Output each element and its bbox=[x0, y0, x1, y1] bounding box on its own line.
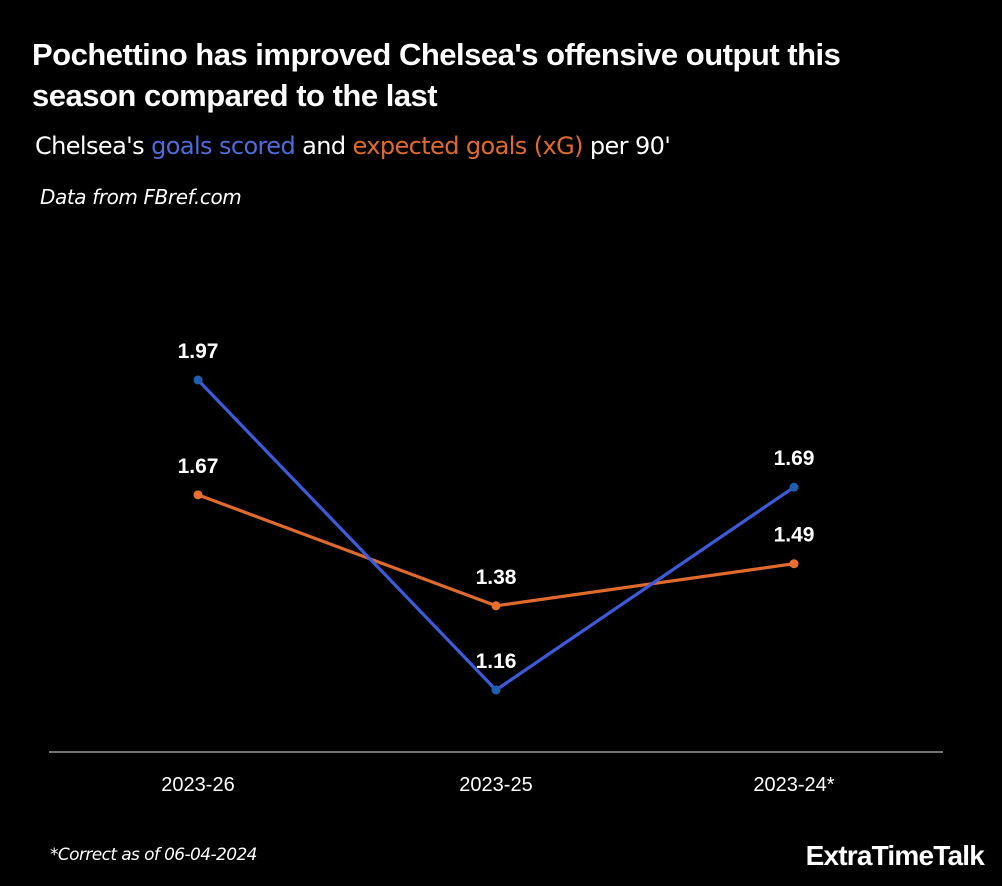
data-label: 1.97 bbox=[178, 340, 219, 363]
subtitle-prefix: Chelsea's bbox=[35, 132, 152, 160]
legend-expected-goals: expected goals (xG) bbox=[352, 132, 584, 160]
data-label: 1.49 bbox=[774, 524, 815, 547]
series-line-goals-scored bbox=[196, 378, 796, 692]
footnote: *Correct as of 06-04-2024 bbox=[50, 845, 257, 865]
series-line-expected-goals bbox=[196, 493, 796, 608]
data-label: 1.67 bbox=[178, 455, 219, 478]
data-point-goals-scored bbox=[789, 482, 799, 492]
data-label: 1.38 bbox=[476, 566, 517, 589]
data-point-expected-goals bbox=[789, 559, 799, 569]
chart-title: Pochettino has improved Chelsea's offens… bbox=[32, 37, 841, 113]
data-label: 1.69 bbox=[774, 447, 815, 470]
x-tick-label: 2023-26 bbox=[161, 774, 234, 796]
data-point-goals-scored bbox=[193, 375, 203, 385]
x-tick-label: 2023-24* bbox=[753, 774, 834, 796]
data-point-expected-goals bbox=[193, 490, 203, 500]
data-source: Data from FBref.com bbox=[40, 185, 242, 209]
subtitle-suffix: per 90' bbox=[582, 132, 671, 160]
x-tick-label: 2023-25 bbox=[459, 774, 532, 796]
chart-subtitle: Chelsea's goals scored and expected goal… bbox=[35, 132, 671, 160]
legend-goals-scored: goals scored bbox=[151, 132, 296, 160]
plot-area: 2023-26 2023-25 2023-24* 1.67 1.38 1.49 1.97 1.… bbox=[49, 340, 943, 796]
subtitle-middle: and bbox=[295, 132, 353, 160]
brand-logo: ExtraTimeTalk bbox=[805, 840, 985, 871]
data-label: 1.16 bbox=[476, 650, 517, 673]
data-point-expected-goals bbox=[491, 601, 501, 611]
data-point-goals-scored bbox=[491, 685, 501, 695]
